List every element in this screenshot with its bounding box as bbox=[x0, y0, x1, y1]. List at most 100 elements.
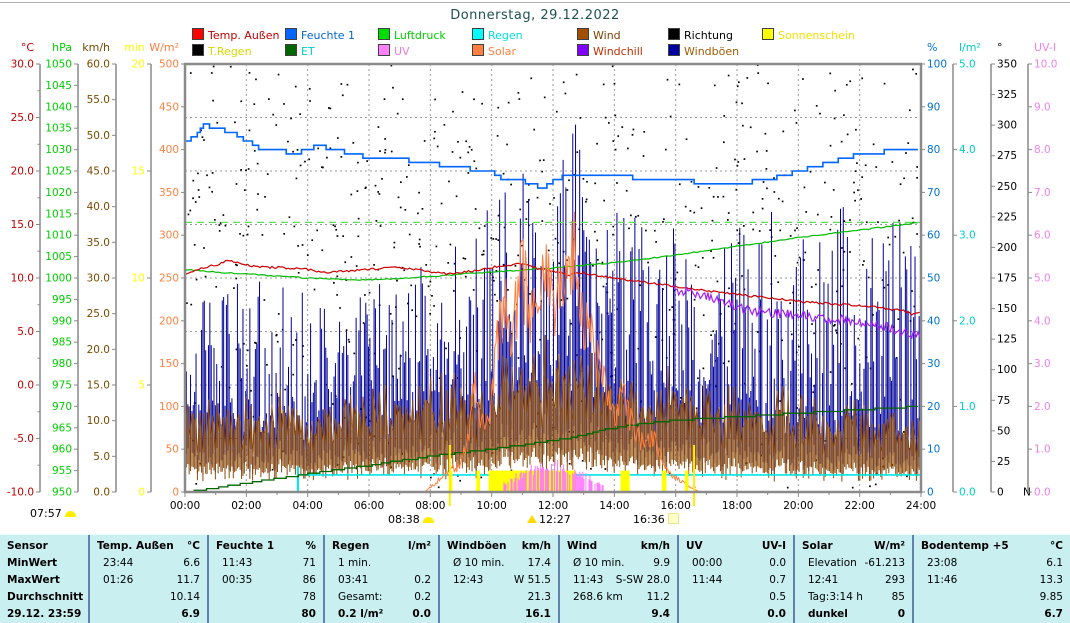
stats-cell-value: 86 bbox=[302, 574, 316, 586]
legend-item-t-regen: T.Regen bbox=[192, 44, 252, 58]
sensor-unit: km/h bbox=[521, 540, 551, 552]
svg-text:°: ° bbox=[997, 41, 1003, 54]
axis-temp: -10.0 -5.0 0.0 5.0 10.0 15.0 20.0 25.0 30.0 °C bbox=[7, 41, 41, 499]
stats-cell-label: Ø 10 min. bbox=[573, 557, 625, 569]
svg-text:1.0: 1.0 bbox=[1034, 444, 1051, 456]
stats-row: 00:35 86 bbox=[216, 572, 316, 589]
sunset-icon bbox=[667, 513, 679, 524]
stats-cell-value: 85 bbox=[891, 591, 905, 603]
sensor-name: Temp. Außen bbox=[97, 540, 174, 552]
svg-text:2.0: 2.0 bbox=[1034, 401, 1051, 413]
svg-text:20.0: 20.0 bbox=[87, 344, 110, 356]
stats-col-header: Temp. Außen °C bbox=[97, 538, 200, 555]
stats-cell-value: 17.4 bbox=[527, 557, 551, 569]
stats-col-header: Feuchte 1% bbox=[216, 538, 316, 555]
svg-text:400: 400 bbox=[159, 144, 179, 156]
stats-cell-value: 16.1 bbox=[525, 608, 551, 620]
stats-col-wind: Wind km/h Ø 10 min. 9.9 11:43 S-SW 28.0 268.6 … bbox=[558, 535, 677, 623]
svg-text:275: 275 bbox=[997, 150, 1017, 162]
svg-text:4.0: 4.0 bbox=[959, 144, 976, 156]
axis-min: 0 5 10 15 20 min bbox=[124, 41, 152, 499]
svg-text:%: % bbox=[927, 41, 937, 54]
svg-text:90: 90 bbox=[927, 101, 940, 113]
stats-row: 0.0 bbox=[686, 606, 786, 623]
stats-row: 0.2 l/m² 0.0 bbox=[332, 606, 431, 623]
sensor-name: Windböen bbox=[447, 540, 507, 552]
series-luftdruck bbox=[184, 221, 921, 281]
legend-swatch-icon bbox=[285, 28, 297, 40]
stats-row: 01:26 11.7 bbox=[97, 572, 200, 589]
sunrise-icon bbox=[422, 517, 434, 523]
svg-text:20: 20 bbox=[927, 401, 940, 413]
svg-text:14:00: 14:00 bbox=[599, 500, 629, 512]
svg-text:325: 325 bbox=[997, 89, 1017, 101]
svg-text:UV-I: UV-I bbox=[1034, 41, 1056, 54]
dawn-time-label: 07:57 bbox=[30, 507, 62, 520]
stats-row: 11:44 0.7 bbox=[686, 572, 786, 589]
stats-row: 11:46 13.3 bbox=[921, 572, 1063, 589]
legend-item-temp-au-en: Temp. Außen bbox=[192, 28, 280, 42]
legend-item-solar: Solar bbox=[472, 44, 516, 58]
stats-cell-value: S-SW 28.0 bbox=[615, 574, 670, 586]
svg-text:1010: 1010 bbox=[45, 230, 72, 242]
sensor-name: UV bbox=[686, 540, 703, 552]
svg-text:50: 50 bbox=[166, 444, 179, 456]
stats-cell-label bbox=[216, 589, 222, 606]
svg-text:990: 990 bbox=[52, 315, 72, 327]
stats-cell-label: Gesamt: bbox=[338, 591, 383, 603]
stats-cell-value: 0.5 bbox=[769, 591, 786, 603]
legend-item-richtung: Richtung bbox=[668, 28, 733, 42]
stats-cell-label bbox=[447, 606, 453, 623]
stats-row: Ø 10 min. 17.4 bbox=[447, 555, 551, 572]
legend-label: T.Regen bbox=[208, 45, 252, 58]
svg-text:1025: 1025 bbox=[45, 166, 72, 178]
series-richtung bbox=[186, 63, 922, 489]
svg-text:7.0: 7.0 bbox=[1034, 187, 1051, 199]
stats-table: Sensor MinWert MaxWert Durchschnitt 29.12. 2… bbox=[0, 533, 1070, 623]
svg-text:970: 970 bbox=[52, 401, 72, 413]
sensor-name: Wind bbox=[567, 540, 598, 552]
svg-text:960: 960 bbox=[52, 444, 72, 456]
stats-row: Elevation -61.213 bbox=[802, 555, 905, 572]
sensor-unit: °C bbox=[187, 540, 200, 552]
legend-label: Temp. Außen bbox=[208, 29, 280, 42]
stats-row-label: Durchschnitt bbox=[7, 591, 84, 603]
svg-text:100: 100 bbox=[927, 59, 947, 71]
svg-text:500: 500 bbox=[159, 59, 179, 71]
svg-text:1045: 1045 bbox=[45, 80, 72, 92]
legend-item-uv: UV bbox=[378, 44, 410, 58]
stats-cell-value: 6.7 bbox=[1044, 608, 1063, 620]
svg-text:1050: 1050 bbox=[45, 59, 72, 71]
svg-text:5.0: 5.0 bbox=[93, 451, 110, 463]
stats-row-label: MinWert bbox=[7, 557, 58, 569]
svg-text:5.0: 5.0 bbox=[959, 59, 976, 71]
stats-col-temp-au-en: Temp. Außen °C 23:44 6.6 01:26 11.7 10.14 6.9 bbox=[88, 535, 207, 623]
stats-cell-value: W 51.5 bbox=[513, 574, 551, 586]
svg-text:20.0: 20.0 bbox=[11, 166, 34, 178]
sensor-unit: km/h bbox=[640, 540, 670, 552]
stats-col-windb-en: Windböen km/h Ø 10 min. 17.4 12:43 W 51.5 21.3… bbox=[438, 535, 558, 623]
svg-text:995: 995 bbox=[52, 294, 72, 306]
sensor-unit: UV-I bbox=[761, 540, 786, 552]
stats-cell-value: 6.6 bbox=[183, 557, 200, 569]
svg-text:10: 10 bbox=[132, 273, 145, 285]
axis-wm2: 0 50 100 150 200 250 300 350 400 450 500 W/m² bbox=[149, 41, 185, 499]
svg-text:175: 175 bbox=[997, 273, 1017, 285]
stats-row: 23:08 6.1 bbox=[921, 555, 1063, 572]
stats-cell-value: 9.85 bbox=[1039, 591, 1063, 603]
svg-text:40: 40 bbox=[927, 315, 940, 327]
stats-cell-value: 11.2 bbox=[646, 591, 670, 603]
stats-cell-label: 23:44 bbox=[103, 557, 134, 569]
svg-text:225: 225 bbox=[997, 211, 1017, 223]
axis-hpa: 950 955 960 965 970 975 980 985 990 995 1000 1005 10… bbox=[45, 41, 79, 499]
sunset-time-label: 16:36 bbox=[633, 513, 665, 526]
axis-deg: 0 N 25 50 75 100 125 150 175 200 225 250 275 300 325 35… bbox=[990, 41, 1031, 499]
legend-swatch-icon bbox=[668, 28, 680, 40]
svg-text:300: 300 bbox=[159, 230, 179, 242]
svg-text:25.0: 25.0 bbox=[11, 112, 34, 124]
svg-text:300: 300 bbox=[997, 120, 1017, 132]
sunrise-time-label: 08:38 bbox=[388, 513, 420, 526]
stats-cell-label: Ø 10 min. bbox=[453, 557, 505, 569]
stats-corner-label: Sensor bbox=[7, 540, 48, 552]
